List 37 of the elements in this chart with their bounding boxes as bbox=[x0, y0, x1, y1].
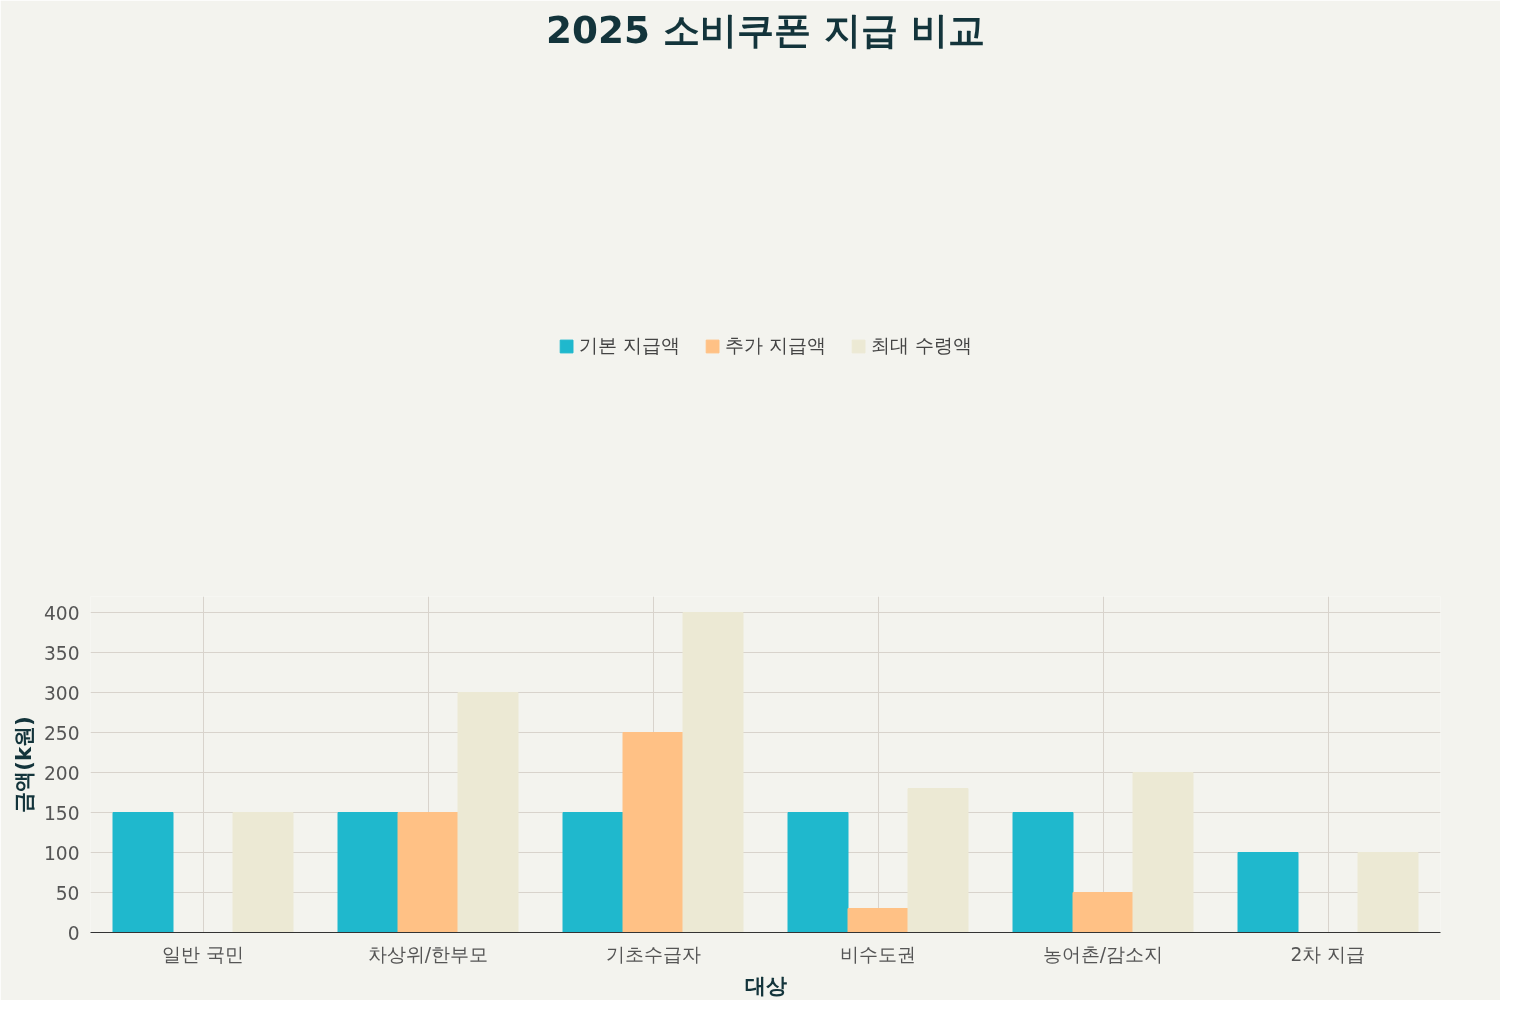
chart-title: 2025 소비쿠폰 지급 비교 bbox=[546, 7, 985, 52]
bar bbox=[787, 812, 849, 933]
bar bbox=[847, 908, 909, 933]
y-tick-label: 400 bbox=[43, 602, 80, 624]
bar bbox=[907, 788, 969, 933]
y-tick-label: 200 bbox=[43, 762, 80, 784]
bar bbox=[112, 812, 174, 933]
y-tick-label: 150 bbox=[43, 802, 80, 824]
bar bbox=[682, 612, 744, 933]
bar bbox=[622, 732, 684, 933]
y-tick-label: 50 bbox=[55, 882, 80, 904]
bar bbox=[562, 812, 624, 933]
bar bbox=[232, 812, 294, 933]
y-axis-title: 금액(k원) bbox=[10, 716, 36, 813]
legend-label: 기본 지급액 bbox=[579, 334, 681, 358]
bar bbox=[1357, 852, 1419, 933]
x-tick-label: 농어촌/감소지 bbox=[1042, 943, 1164, 965]
legend-label: 추가 지급액 bbox=[725, 334, 826, 358]
bar bbox=[397, 812, 459, 933]
bar bbox=[1132, 772, 1194, 933]
x-tick-label: 차상위/한부모 bbox=[367, 943, 489, 965]
bar bbox=[1237, 852, 1299, 933]
bar bbox=[457, 692, 519, 933]
x-tick-label: 일반 국민 bbox=[162, 943, 244, 965]
x-tick-label: 기초수급자 bbox=[605, 943, 701, 965]
x-tick-label: 비수도권 bbox=[840, 943, 916, 965]
x-axis-title: 대상 bbox=[744, 972, 787, 998]
y-tick-label: 100 bbox=[43, 842, 80, 864]
bar bbox=[1072, 892, 1134, 933]
bar bbox=[337, 812, 399, 933]
y-tick-label: 0 bbox=[67, 922, 80, 944]
y-tick-label: 300 bbox=[43, 682, 80, 704]
x-tick-label: 2차 지급 bbox=[1290, 943, 1366, 965]
y-tick-label: 250 bbox=[43, 722, 80, 744]
bar bbox=[1012, 812, 1074, 933]
legend-label: 최대 수령액 bbox=[870, 334, 972, 358]
y-tick-label: 350 bbox=[43, 642, 80, 664]
